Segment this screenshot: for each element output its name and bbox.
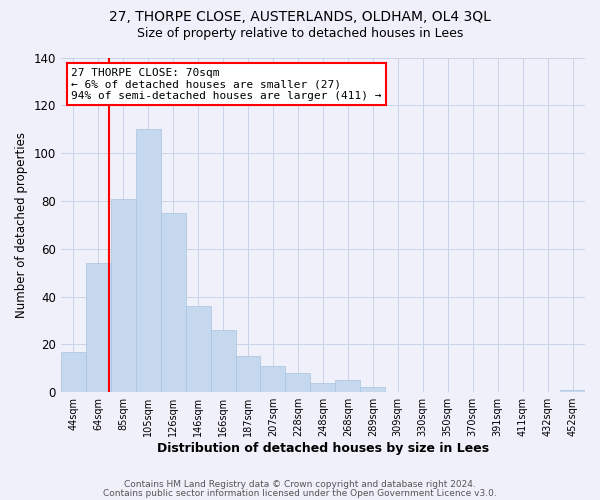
Text: 27 THORPE CLOSE: 70sqm
← 6% of detached houses are smaller (27)
94% of semi-deta: 27 THORPE CLOSE: 70sqm ← 6% of detached … <box>71 68 382 100</box>
Text: Size of property relative to detached houses in Lees: Size of property relative to detached ho… <box>137 28 463 40</box>
Bar <box>286 373 310 392</box>
Bar <box>161 213 185 392</box>
Bar <box>361 388 385 392</box>
Text: 27, THORPE CLOSE, AUSTERLANDS, OLDHAM, OL4 3QL: 27, THORPE CLOSE, AUSTERLANDS, OLDHAM, O… <box>109 10 491 24</box>
Bar <box>260 366 286 392</box>
Text: Contains HM Land Registry data © Crown copyright and database right 2024.: Contains HM Land Registry data © Crown c… <box>124 480 476 489</box>
Bar <box>236 356 260 392</box>
Bar <box>310 382 335 392</box>
Bar <box>560 390 585 392</box>
Text: Contains public sector information licensed under the Open Government Licence v3: Contains public sector information licen… <box>103 489 497 498</box>
Bar <box>211 330 236 392</box>
Bar <box>61 352 86 392</box>
Bar <box>86 263 111 392</box>
Bar <box>111 198 136 392</box>
X-axis label: Distribution of detached houses by size in Lees: Distribution of detached houses by size … <box>157 442 489 455</box>
Bar <box>136 129 161 392</box>
Bar <box>335 380 361 392</box>
Bar <box>185 306 211 392</box>
Y-axis label: Number of detached properties: Number of detached properties <box>15 132 28 318</box>
